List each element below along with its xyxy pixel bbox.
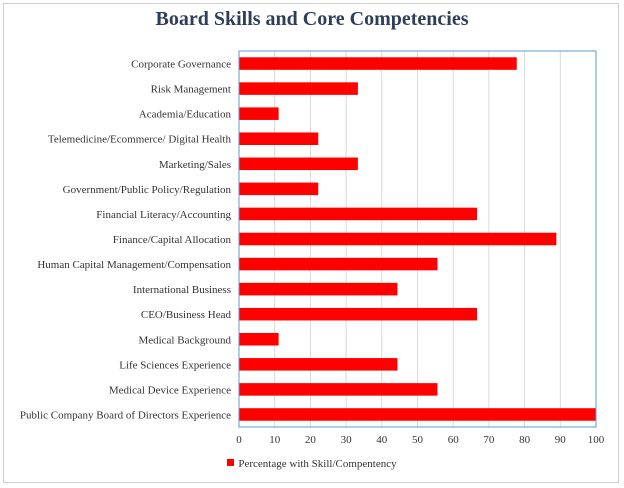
bar	[239, 157, 358, 171]
category-label: Government/Public Policy/Regulation	[63, 184, 232, 196]
category-label: Telemedicine/Ecommerce/ Digital Health	[48, 134, 232, 146]
bar	[239, 282, 398, 296]
bar	[239, 333, 279, 346]
bar	[239, 107, 279, 120]
category-label: Medical Background	[138, 334, 231, 346]
bar	[239, 57, 517, 70]
x-tick-label: 70	[483, 434, 495, 446]
bar	[239, 358, 398, 371]
bar	[239, 257, 438, 271]
bar	[239, 307, 478, 321]
category-label: Life Sciences Experience	[119, 359, 231, 371]
category-label: Financial Literacy/Accounting	[96, 209, 231, 221]
category-label: Academia/Education	[139, 109, 232, 121]
bar	[239, 408, 596, 421]
chart-title: Board Skills and Core Competencies	[155, 8, 469, 30]
bar	[239, 132, 319, 145]
bar	[239, 182, 319, 196]
x-tick-label: 0	[236, 434, 242, 446]
x-tick-label: 100	[588, 434, 605, 446]
bar	[239, 383, 438, 396]
category-label: Corporate Governance	[131, 59, 231, 71]
category-label: International Business	[133, 284, 231, 296]
category-label: Marketing/Sales	[159, 159, 231, 171]
x-tick-label: 10	[269, 434, 281, 446]
category-label: Human Capital Management/Compensation	[37, 259, 231, 271]
x-tick-label: 30	[341, 434, 353, 446]
category-label: Medical Device Experience	[109, 384, 231, 396]
category-label: Risk Management	[151, 84, 231, 96]
legend-swatch	[227, 459, 235, 466]
x-tick-label: 40	[376, 434, 388, 446]
category-label: Finance/Capital Allocation	[113, 234, 232, 246]
x-tick-label: 90	[555, 434, 567, 446]
category-label: Public Company Board of Directors Experi…	[20, 409, 231, 421]
bar	[239, 207, 478, 221]
legend-label: Percentage with Skill/Compentency	[238, 458, 397, 470]
bar	[239, 82, 358, 95]
bar	[239, 232, 557, 246]
x-tick-label: 20	[305, 434, 317, 446]
legend: Percentage with Skill/Compentency	[0, 458, 624, 470]
category-label: CEO/Business Head	[141, 309, 232, 321]
x-tick-label: 80	[519, 434, 531, 446]
x-tick-label: 50	[412, 434, 424, 446]
x-tick-label: 60	[448, 434, 460, 446]
